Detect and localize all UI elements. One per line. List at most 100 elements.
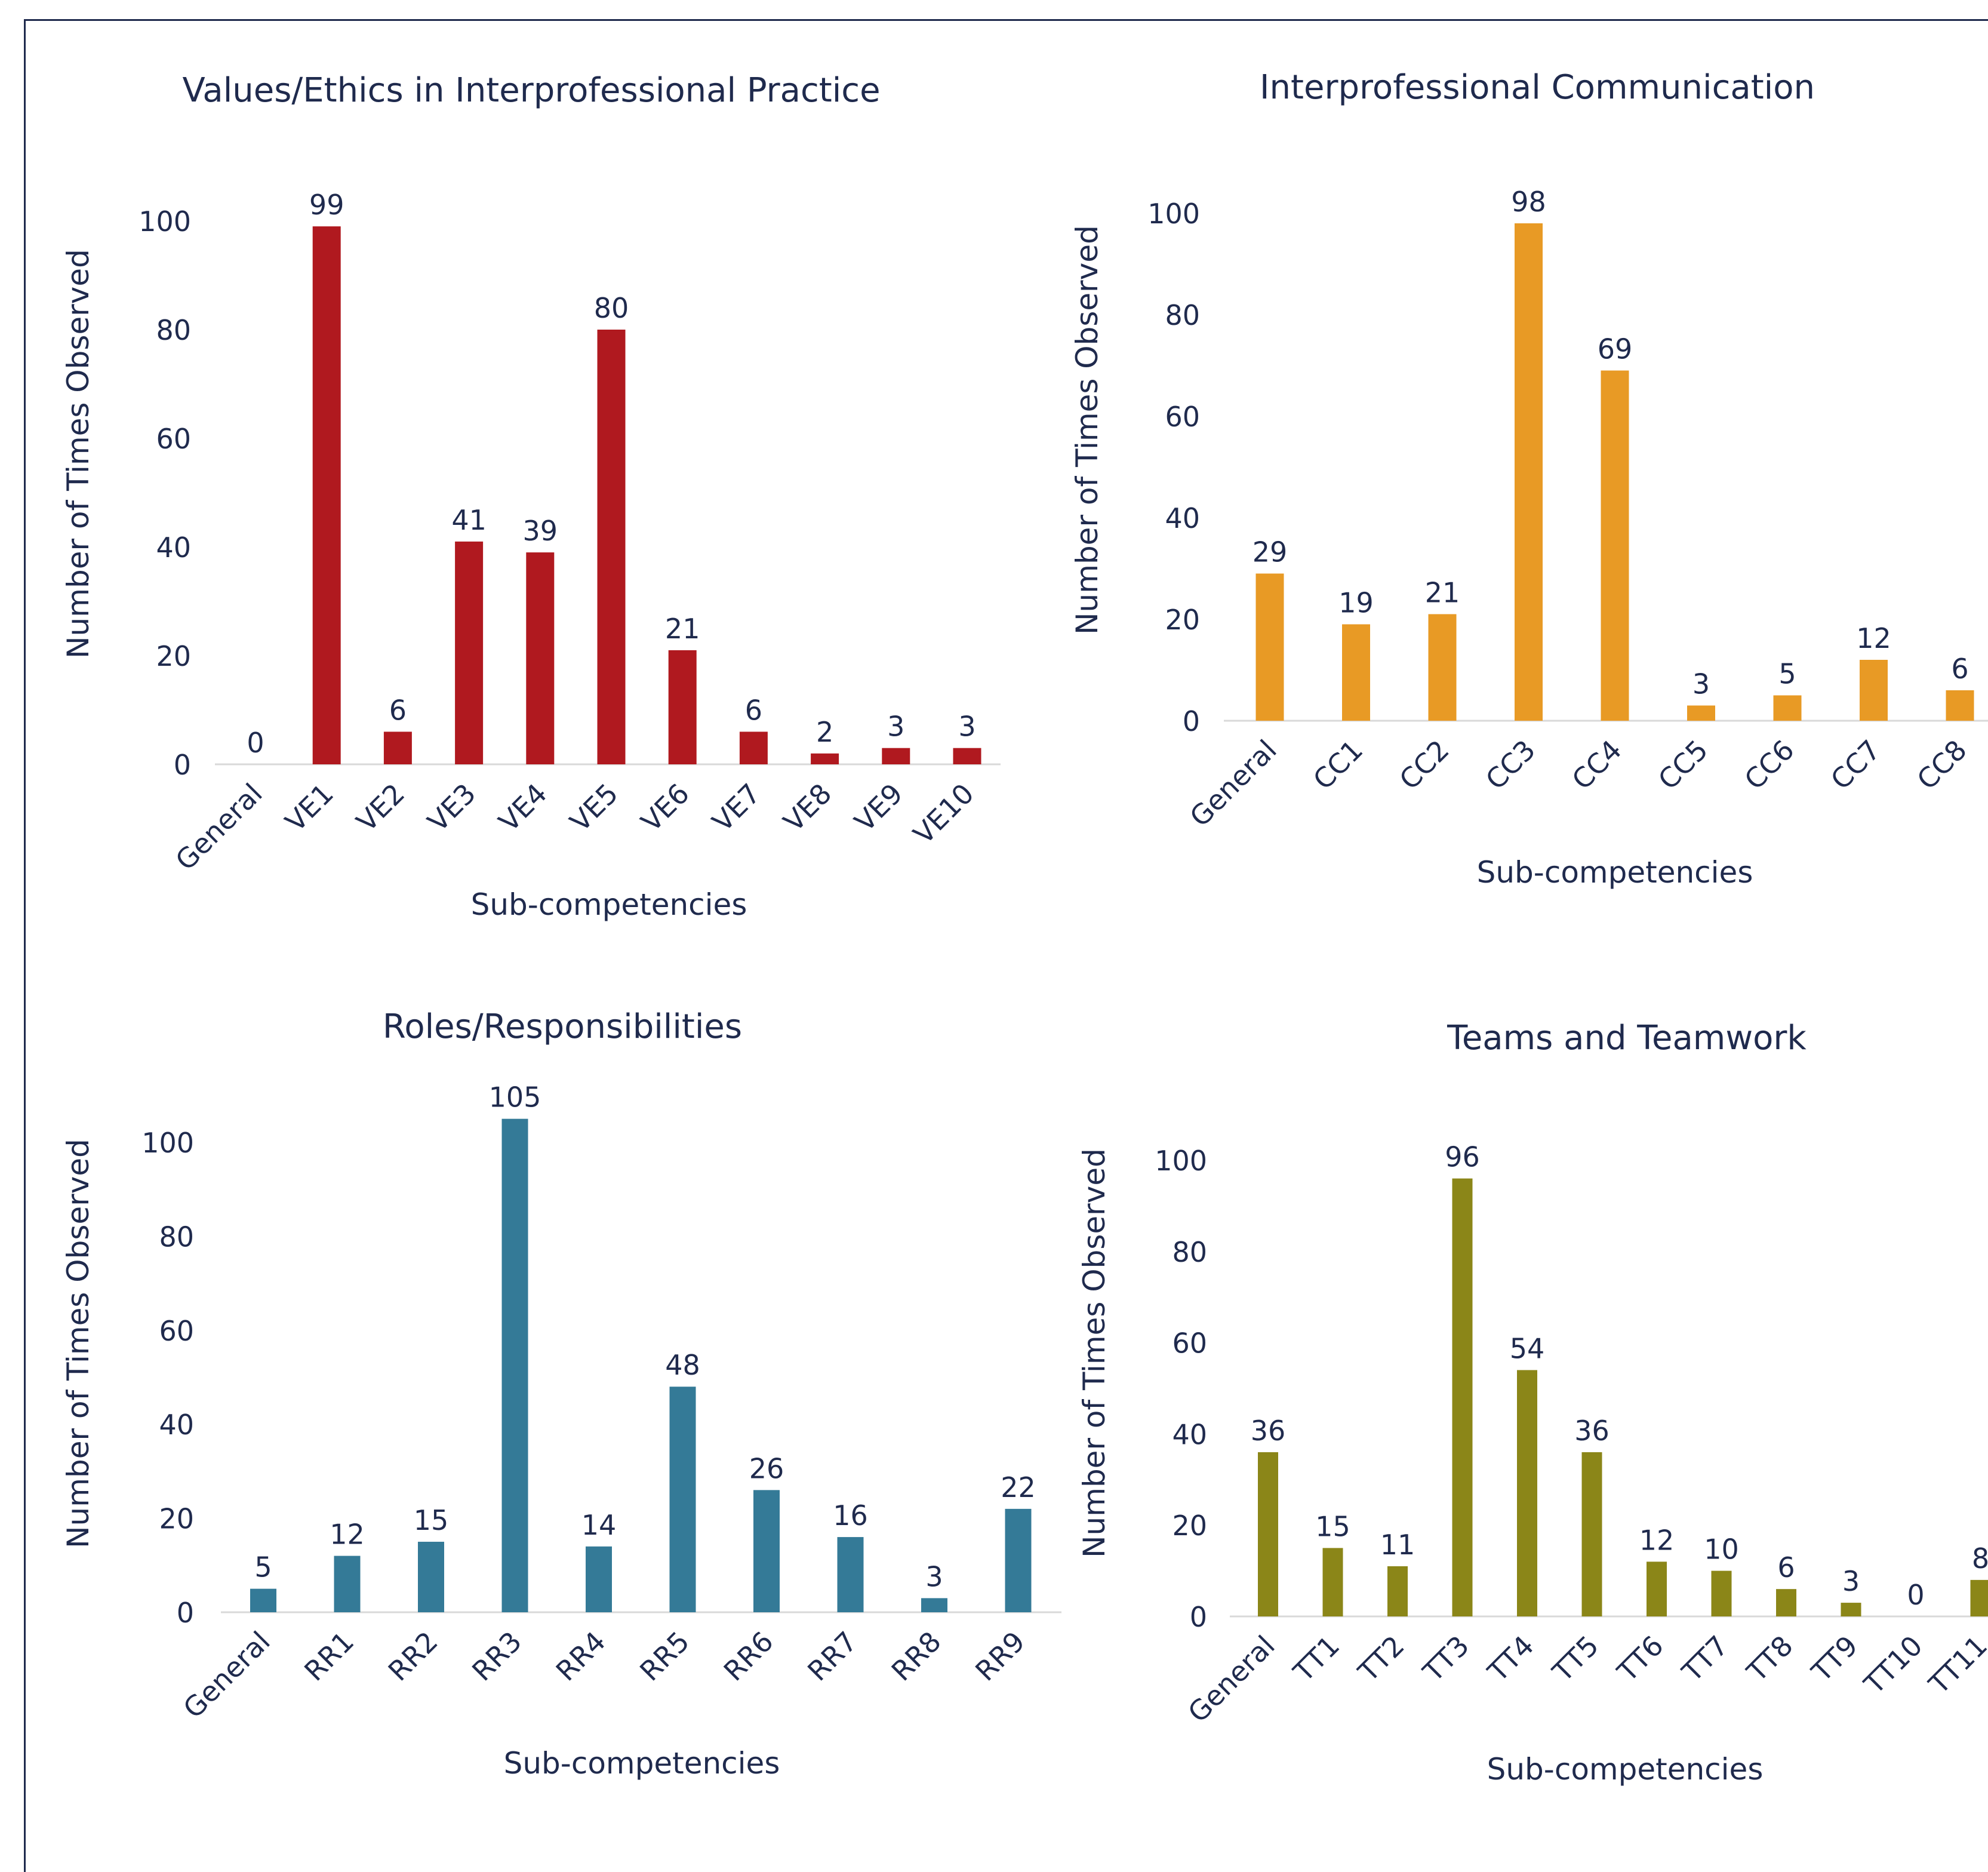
- y-tick-label: 80: [1172, 1236, 1207, 1268]
- data-label: 69: [1598, 333, 1633, 365]
- x-tick-label: VE6: [635, 777, 696, 838]
- y-tick-label: 60: [1165, 401, 1200, 433]
- data-label: 36: [1251, 1415, 1286, 1447]
- x-tick-label: General: [177, 1625, 276, 1725]
- data-label: 21: [665, 613, 700, 645]
- x-tick-label: TT8: [1740, 1630, 1799, 1689]
- x-tick-label: VE10: [907, 777, 980, 850]
- bar: [1258, 1452, 1278, 1616]
- x-tick-label: General: [1181, 1630, 1281, 1729]
- bar: [526, 552, 554, 764]
- y-tick-label: 80: [1165, 299, 1200, 331]
- bar: [1774, 696, 1802, 721]
- bar: [334, 1556, 361, 1612]
- x-tick-label: CC6: [1738, 734, 1800, 796]
- y-tick-label: 0: [177, 1597, 194, 1629]
- x-tick-label: VE9: [848, 777, 909, 838]
- y-tick-label: 100: [141, 1127, 194, 1159]
- bar: [598, 330, 626, 764]
- data-label: 39: [523, 515, 558, 547]
- y-tick-label: 60: [156, 423, 191, 455]
- bar: [670, 1387, 696, 1612]
- data-label: 12: [1856, 622, 1891, 654]
- y-axis-label: Number of Times Observed: [1070, 225, 1104, 635]
- data-label: 8: [1972, 1542, 1988, 1575]
- bar: [1946, 690, 1974, 721]
- x-axis-label: Sub-competencies: [1487, 1752, 1764, 1787]
- data-label: 3: [1692, 668, 1710, 700]
- data-label: 80: [594, 292, 629, 324]
- x-tick-label: RR3: [466, 1625, 528, 1687]
- data-label: 3: [887, 711, 904, 743]
- x-axis-label: Sub-competencies: [471, 887, 747, 922]
- x-tick-label: RR1: [298, 1625, 360, 1687]
- x-tick-label: TT2: [1352, 1630, 1411, 1689]
- bar: [1971, 1580, 1988, 1616]
- x-tick-label: VE8: [777, 777, 838, 838]
- x-tick-label: TT6: [1611, 1630, 1670, 1689]
- bar: [838, 1537, 864, 1612]
- data-label: 6: [1951, 653, 1968, 685]
- data-label: 41: [451, 504, 487, 536]
- data-label: 0: [1907, 1579, 1924, 1611]
- bars: 02040608010036General15TT111TT296TT354TT…: [1155, 1141, 1988, 1729]
- y-tick-label: 100: [1147, 198, 1200, 230]
- bar: [250, 1589, 276, 1612]
- bar: [1387, 1566, 1408, 1616]
- data-label: 6: [389, 694, 407, 726]
- bar: [1860, 660, 1888, 721]
- data-label: 10: [1704, 1533, 1739, 1566]
- chart-roles-responsibilities: Roles/Responsibilities Number of Times O…: [61, 1007, 1061, 1781]
- data-label: 6: [745, 694, 762, 726]
- x-tick-label: RR2: [382, 1625, 444, 1687]
- data-label: 15: [1315, 1510, 1350, 1542]
- bars: 02040608010029General19CC121CC298CC369CC…: [1147, 186, 1988, 833]
- y-axis-label: Number of Times Observed: [61, 1139, 96, 1548]
- x-tick-label: TT11: [1922, 1630, 1988, 1701]
- bars: 0204060801005General12RR115RR2105RR314RR…: [141, 1081, 1061, 1725]
- y-tick-label: 0: [1183, 705, 1200, 737]
- bar: [384, 731, 412, 764]
- chart-values-ethics: Values/Ethics in Interprofessional Pract…: [61, 71, 1001, 922]
- x-tick-label: TT5: [1546, 1630, 1605, 1689]
- x-tick-label: TT10: [1857, 1630, 1928, 1701]
- data-label: 98: [1511, 186, 1546, 218]
- bar: [1841, 1603, 1861, 1616]
- bar: [1517, 1370, 1537, 1616]
- y-tick-label: 100: [139, 205, 191, 238]
- data-label: 5: [254, 1551, 272, 1584]
- bar: [1342, 625, 1370, 721]
- x-tick-label: TT1: [1287, 1630, 1346, 1689]
- x-tick-label: VE5: [564, 777, 624, 838]
- bar: [1452, 1179, 1473, 1616]
- y-tick-label: 60: [1172, 1327, 1207, 1360]
- x-tick-label: TT4: [1481, 1630, 1540, 1689]
- bar: [1429, 614, 1457, 721]
- x-tick-label: RR4: [550, 1625, 612, 1687]
- bar: [1582, 1452, 1602, 1616]
- x-tick-label: CC5: [1652, 734, 1714, 796]
- bar: [1601, 371, 1629, 721]
- chart-title: Interprofessional Communication: [1260, 68, 1815, 107]
- data-label: 22: [1001, 1471, 1036, 1504]
- x-tick-label: RR7: [801, 1625, 863, 1687]
- data-label: 3: [1842, 1565, 1860, 1597]
- data-label: 12: [1639, 1524, 1675, 1556]
- x-tick-label: TT9: [1805, 1630, 1864, 1689]
- y-tick-label: 0: [1190, 1601, 1207, 1633]
- data-label: 29: [1252, 536, 1288, 568]
- data-label: 12: [330, 1518, 365, 1551]
- x-tick-label: CC2: [1393, 734, 1455, 796]
- y-tick-label: 20: [159, 1503, 194, 1535]
- x-tick-label: General: [169, 777, 268, 877]
- data-label: 0: [247, 727, 264, 759]
- bar: [1647, 1561, 1667, 1616]
- bar: [586, 1547, 612, 1612]
- y-tick-label: 20: [156, 640, 191, 672]
- y-tick-label: 40: [1172, 1418, 1207, 1450]
- bar: [502, 1119, 528, 1612]
- bar: [418, 1542, 444, 1612]
- chart-teams-teamwork: Teams and Teamwork Number of Times Obser…: [1077, 1019, 1988, 1787]
- bar: [753, 1490, 780, 1612]
- x-tick-label: CC4: [1565, 734, 1627, 796]
